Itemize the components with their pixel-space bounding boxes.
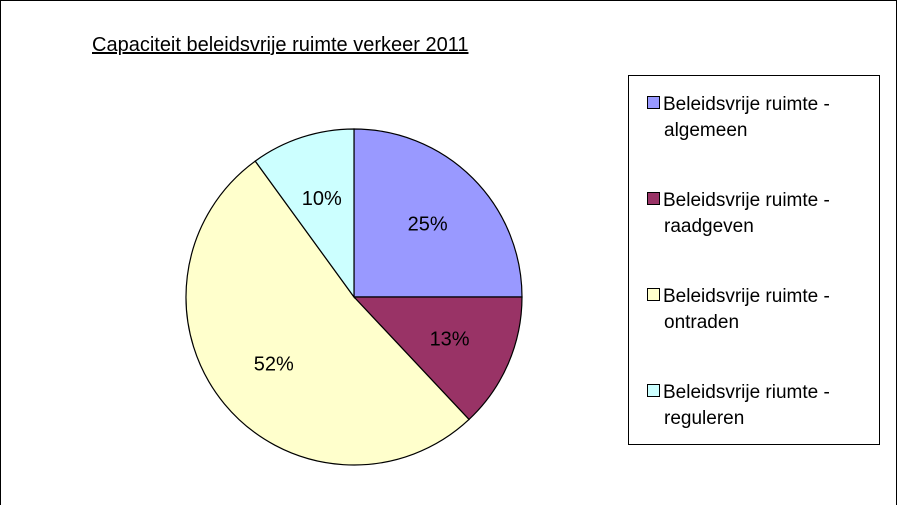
legend-item-raadgeven: Beleidsvrije ruimte - raadgeven [647,188,830,240]
data-label-algemeen: 25% [408,213,448,235]
legend-swatch-algemeen [647,96,660,109]
pie-slice-reguleren [254,128,355,299]
pie-slice-ontraden [185,160,470,466]
legend-swatch-ontraden [647,288,660,301]
legend-item-ontraden: Beleidsvrije ruimte - ontraden [647,284,830,336]
pie-slice-algemeen [353,128,523,298]
chart-title: Capaciteit beleidsvrije ruimte verkeer 2… [92,34,469,56]
pie-slice-raadgeven [352,296,523,421]
data-label-reguleren: 10% [302,188,342,210]
legend-item-algemeen: Beleidsvrije ruimte - algemeen [647,92,830,144]
data-label-ontraden: 52% [254,353,294,375]
legend-swatch-raadgeven [647,192,660,205]
legend-swatch-reguleren [647,384,660,397]
legend-item-reguleren: Beleidsvrije riumte - reguleren [647,380,830,432]
chart-legend: Beleidsvrije ruimte - algemeen Beleidsvr… [628,75,880,445]
data-label-raadgeven: 13% [430,328,470,350]
